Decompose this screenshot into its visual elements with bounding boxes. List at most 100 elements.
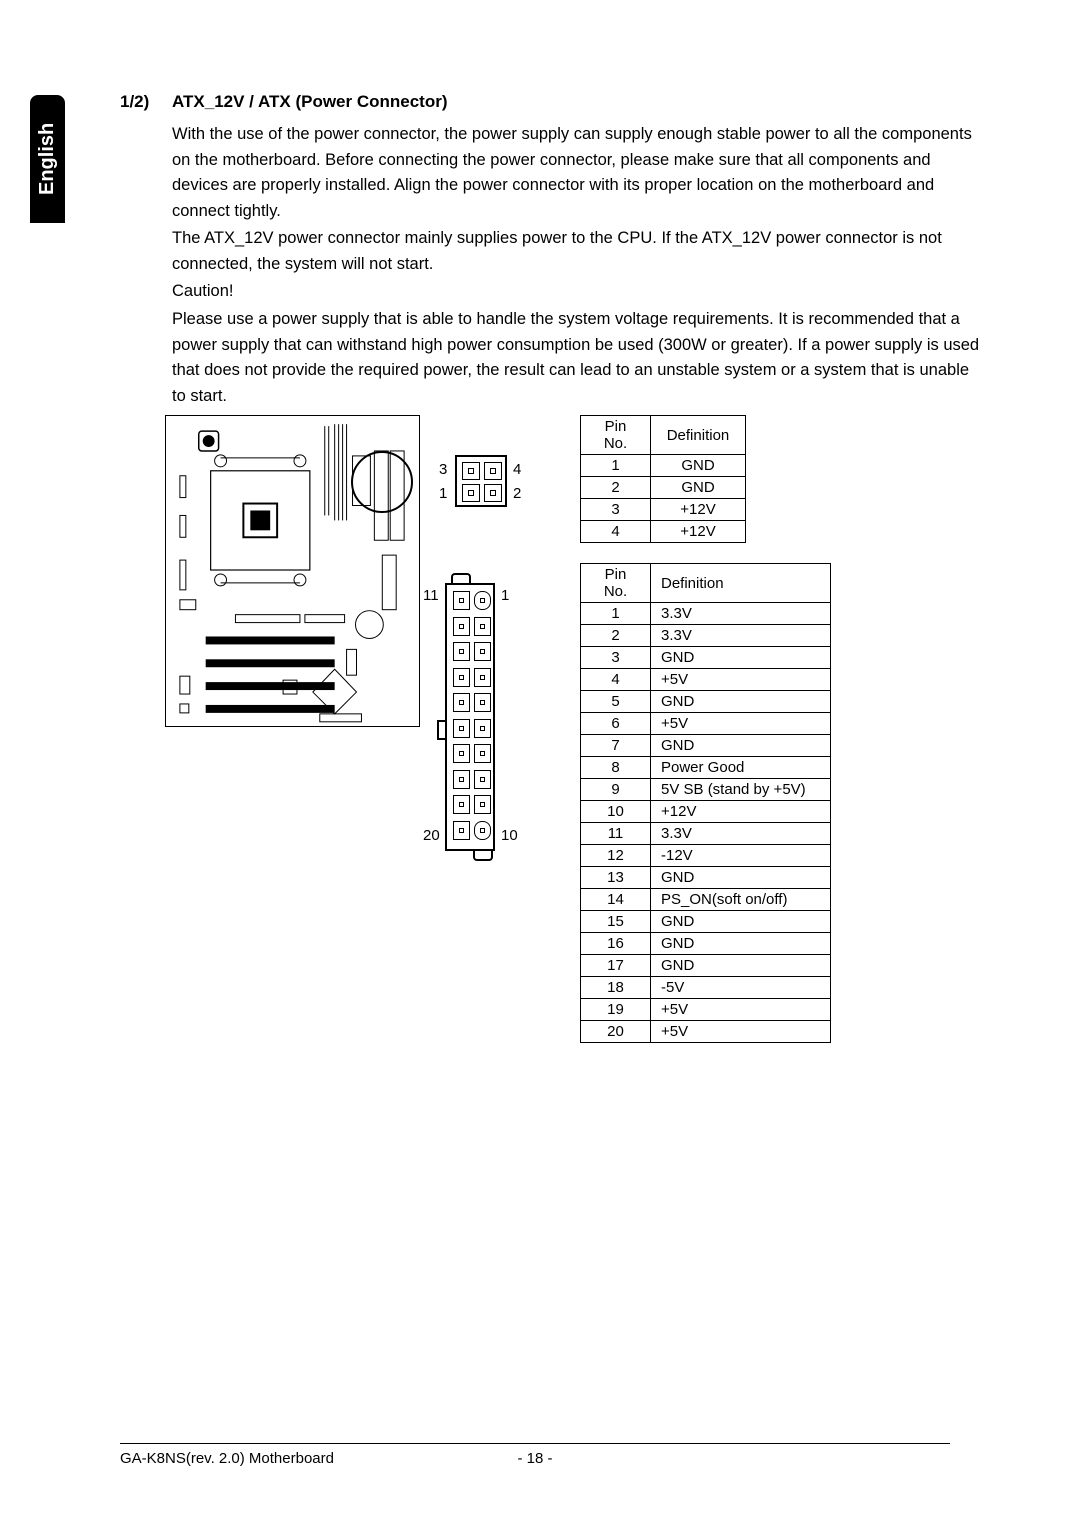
table-cell: 4 (581, 669, 651, 691)
table-cell: +12V (651, 499, 746, 521)
table-cell: 14 (581, 889, 651, 911)
table-cell: 12 (581, 845, 651, 867)
table-row: 14PS_ON(soft on/off) (581, 889, 831, 911)
table-row: 12-12V (581, 845, 831, 867)
table-row: 16GND (581, 933, 831, 955)
table-cell: 8 (581, 757, 651, 779)
footer-product: GA-K8NS(rev. 2.0) Motherboard (120, 1450, 334, 1467)
table-cell: 18 (581, 977, 651, 999)
table-cell: GND (651, 477, 746, 499)
pin-label-10: 10 (501, 827, 518, 844)
table-row: 13.3V (581, 603, 831, 625)
th-pin: Pin No. (581, 564, 651, 603)
main-content: 1/2)ATX_12V / ATX (Power Connector) With… (120, 92, 980, 411)
pin-label-3: 3 (439, 461, 447, 478)
table-cell: +12V (651, 801, 831, 823)
table-row: 15GND (581, 911, 831, 933)
table-row: 13GND (581, 867, 831, 889)
pin-label-4: 4 (513, 461, 521, 478)
highlight-circle (351, 451, 413, 513)
section-number: 1/2) (120, 92, 172, 112)
table-row: 17GND (581, 955, 831, 977)
table-cell: 11 (581, 823, 651, 845)
table-cell: 2 (581, 477, 651, 499)
table-row: 4+12V (581, 521, 746, 543)
table-row: 2GND (581, 477, 746, 499)
table-cell: 19 (581, 999, 651, 1021)
table-cell: -12V (651, 845, 831, 867)
table-row: 7GND (581, 735, 831, 757)
motherboard-diagram (165, 415, 420, 727)
pin-label-11: 11 (423, 587, 439, 604)
section-title: ATX_12V / ATX (Power Connector) (172, 92, 448, 111)
table-row: 5GND (581, 691, 831, 713)
table-cell: 4 (581, 521, 651, 543)
language-tab: English (30, 95, 65, 223)
table-cell: GND (651, 911, 831, 933)
table-cell: +5V (651, 999, 831, 1021)
th-def: Definition (651, 416, 746, 455)
table-cell: 9 (581, 779, 651, 801)
table-cell: +5V (651, 669, 831, 691)
page-footer: GA-K8NS(rev. 2.0) Motherboard - 18 - (120, 1443, 950, 1467)
paragraph-4: Please use a power supply that is able t… (172, 307, 980, 409)
table-cell: 13 (581, 867, 651, 889)
table-row: 3GND (581, 647, 831, 669)
table-cell: +12V (651, 521, 746, 543)
table-row: 4+5V (581, 669, 831, 691)
table-cell: 16 (581, 933, 651, 955)
table-cell: -5V (651, 977, 831, 999)
table-header-row: Pin No. Definition (581, 564, 831, 603)
table-cell: 15 (581, 911, 651, 933)
table-cell: 3.3V (651, 625, 831, 647)
table-cell: GND (651, 955, 831, 977)
table-cell: 3.3V (651, 823, 831, 845)
table-cell: 5 (581, 691, 651, 713)
table-row: 10+12V (581, 801, 831, 823)
table-cell: PS_ON(soft on/off) (651, 889, 831, 911)
table-cell: 2 (581, 625, 651, 647)
table-cell: 1 (581, 603, 651, 625)
table-cell: 10 (581, 801, 651, 823)
table-cell: 3.3V (651, 603, 831, 625)
section-header: 1/2)ATX_12V / ATX (Power Connector) (120, 92, 980, 112)
table-cell: 7 (581, 735, 651, 757)
th-def: Definition (651, 564, 831, 603)
table-cell: 3 (581, 647, 651, 669)
table-cell: GND (651, 867, 831, 889)
table-cell: GND (651, 647, 831, 669)
atx-connector-diagram: 11 1 20 10 (445, 583, 495, 851)
table-cell: 5V SB (stand by +5V) (651, 779, 831, 801)
table-cell: GND (651, 933, 831, 955)
pin-label-1: 1 (501, 587, 509, 604)
paragraph-2: The ATX_12V power connector mainly suppl… (172, 226, 980, 277)
body-text: With the use of the power connector, the… (172, 122, 980, 409)
table-row: 18-5V (581, 977, 831, 999)
pin-label-2: 2 (513, 485, 521, 502)
table-cell: +5V (651, 713, 831, 735)
pin-label-1: 1 (439, 485, 447, 502)
table-row: 20+5V (581, 1021, 831, 1043)
table-cell: GND (651, 735, 831, 757)
paragraph-1: With the use of the power connector, the… (172, 122, 980, 224)
th-pin: Pin No. (581, 416, 651, 455)
table-cell: 1 (581, 455, 651, 477)
table-row: 3+12V (581, 499, 746, 521)
table-row: 95V SB (stand by +5V) (581, 779, 831, 801)
atx-12v-connector-diagram: 3 4 1 2 (455, 455, 507, 507)
table-row: 6+5V (581, 713, 831, 735)
pin-label-20: 20 (423, 827, 440, 844)
atx-12v-pin-table: Pin No. Definition 1GND2GND3+12V4+12V (580, 415, 746, 543)
table-cell: 6 (581, 713, 651, 735)
table-cell: 3 (581, 499, 651, 521)
table-cell: GND (651, 691, 831, 713)
table-row: 113.3V (581, 823, 831, 845)
table-row: 19+5V (581, 999, 831, 1021)
table-row: 1GND (581, 455, 746, 477)
table-cell: Power Good (651, 757, 831, 779)
atx-pin-table: Pin No. Definition 13.3V23.3V3GND4+5V5GN… (580, 563, 831, 1043)
table-row: 8Power Good (581, 757, 831, 779)
table-cell: 17 (581, 955, 651, 977)
table-cell: +5V (651, 1021, 831, 1043)
footer-page-number: - 18 - (517, 1450, 552, 1467)
